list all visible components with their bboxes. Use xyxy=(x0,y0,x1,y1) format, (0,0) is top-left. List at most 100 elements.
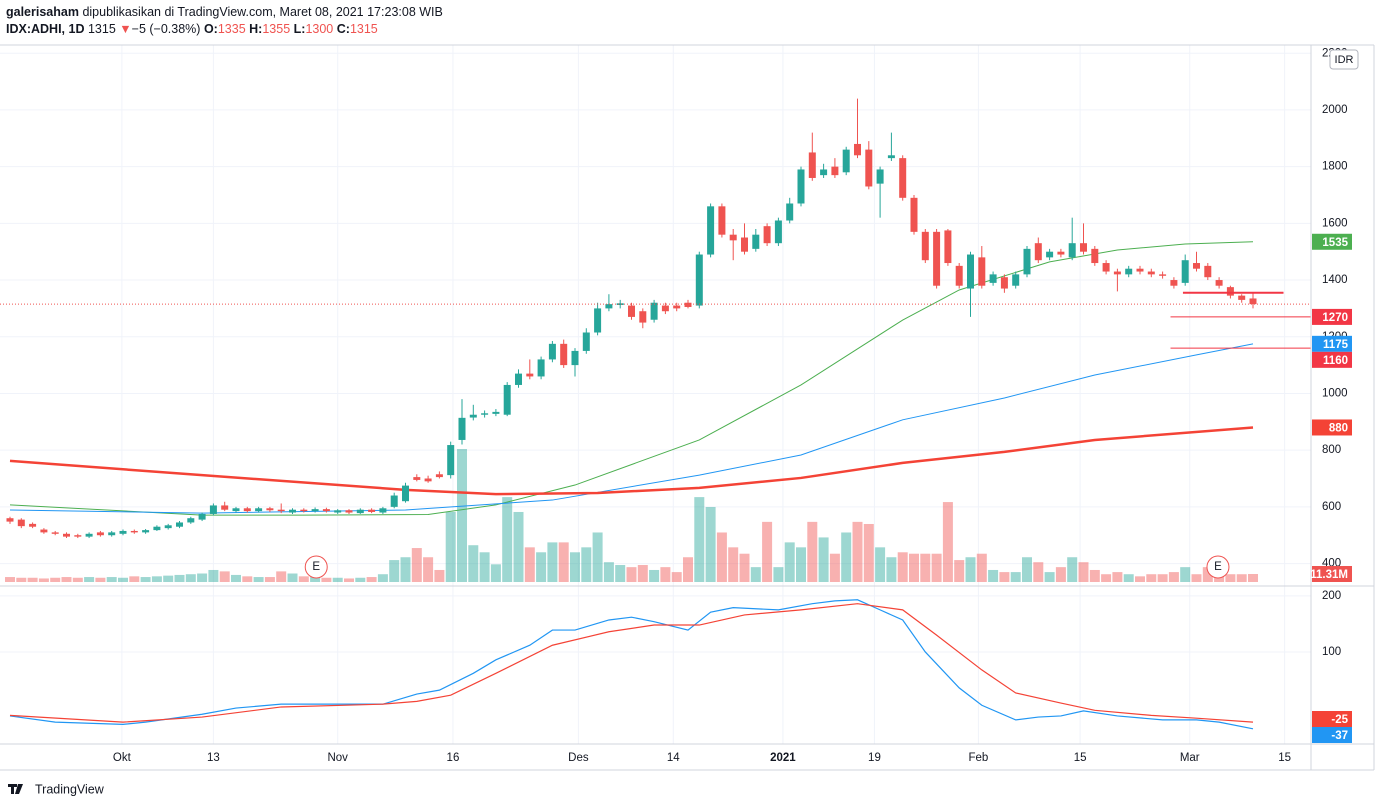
volume-bar xyxy=(219,571,230,582)
price-badge xyxy=(1312,727,1352,743)
volume-bar xyxy=(1157,574,1168,582)
candle-body xyxy=(786,203,794,221)
volume-bar xyxy=(931,553,942,582)
candle-body xyxy=(695,254,703,306)
candle-body xyxy=(322,509,330,512)
candle-body xyxy=(458,417,466,440)
volume-bar xyxy=(479,552,490,582)
volume-bar xyxy=(1033,562,1044,582)
volume-bar xyxy=(287,573,298,582)
candle-body xyxy=(605,304,613,309)
candle-body xyxy=(774,220,782,244)
candle-body xyxy=(153,526,161,531)
volume-badge-text: 11.31M xyxy=(1310,569,1348,581)
candle-body xyxy=(413,477,421,480)
y-tick-label: 600 xyxy=(1322,501,1341,513)
candle-body xyxy=(763,226,771,244)
candle-body xyxy=(1046,251,1054,258)
volume-bar xyxy=(423,557,434,582)
volume-bar xyxy=(400,557,411,582)
volume-bar xyxy=(1123,574,1134,582)
candle-body xyxy=(1249,298,1257,305)
price-badge-text: 1175 xyxy=(1323,339,1349,351)
volume-bar xyxy=(377,574,388,582)
axis: Okt 13 Nov 16 Des 14 2021 19 Feb 15 Mar 15400600800… xyxy=(113,47,1352,764)
volume-bar xyxy=(389,560,400,582)
candle-body xyxy=(639,311,647,323)
volume-bar xyxy=(886,557,897,582)
candle-body xyxy=(266,508,274,511)
volume-bar xyxy=(95,577,106,582)
candle-body xyxy=(955,265,963,286)
volume-bar xyxy=(1010,572,1021,582)
volume-bar xyxy=(106,577,117,582)
x-tick-label: Feb xyxy=(968,752,988,764)
volume-bar xyxy=(954,560,965,582)
x-tick-label: Des xyxy=(568,752,589,764)
candle-body xyxy=(130,530,138,533)
y-tick-label: 200 xyxy=(1322,590,1341,602)
volume-bar xyxy=(445,511,456,582)
volume-bar xyxy=(5,577,15,582)
price-badge-text: -37 xyxy=(1331,730,1348,742)
candle-body xyxy=(1034,243,1042,261)
candle-body xyxy=(1023,248,1031,275)
volume-bar xyxy=(1044,572,1055,582)
volume-bar xyxy=(163,575,174,582)
volume-bar xyxy=(536,552,547,582)
event-marker xyxy=(1206,555,1230,579)
y-tick-label: 100 xyxy=(1322,646,1341,658)
volume-bar xyxy=(897,552,908,582)
volume-bar xyxy=(185,574,196,582)
ohlc-label: C: xyxy=(336,22,350,36)
volume-bar xyxy=(965,557,976,582)
volume-bar xyxy=(298,576,309,582)
candle-body xyxy=(582,332,590,351)
candle-body xyxy=(1091,248,1099,264)
candle-body xyxy=(209,505,217,514)
ohlc-label: O: xyxy=(203,22,218,36)
volume-bar xyxy=(1067,557,1078,582)
candle-body xyxy=(1136,268,1144,272)
candle-body xyxy=(1238,295,1246,300)
volume-bar xyxy=(570,552,580,582)
price-badge-text: 1535 xyxy=(1322,237,1348,249)
ohlc-value: 1355 xyxy=(262,22,291,36)
change-pct: (−0.38%) xyxy=(149,22,201,36)
x-tick-label: Okt xyxy=(113,752,132,764)
candle-body xyxy=(85,533,93,537)
price-badge-text: 1160 xyxy=(1323,355,1348,367)
event-label: E xyxy=(312,561,320,573)
ohlc-value: 1300 xyxy=(305,22,334,36)
candle-body xyxy=(435,474,443,478)
candle-body xyxy=(29,523,37,527)
price-badge xyxy=(1312,233,1352,250)
candle-body xyxy=(300,509,308,512)
volume-bar xyxy=(321,577,332,582)
candle-body xyxy=(51,532,59,534)
volume-bar xyxy=(671,572,682,582)
price-badge xyxy=(1312,308,1352,325)
candle-body xyxy=(74,535,82,537)
volume-bar xyxy=(863,523,874,582)
volume-bar xyxy=(411,548,422,582)
volume-bar xyxy=(61,577,72,582)
oscillator-line xyxy=(9,603,1254,723)
volume-bar xyxy=(332,577,343,582)
moving-average xyxy=(9,343,1254,514)
volume-bar xyxy=(626,567,637,582)
candle-body xyxy=(1102,263,1110,272)
candle-body xyxy=(718,206,726,235)
candle-body xyxy=(108,532,116,536)
x-tick-label: 15 xyxy=(1074,752,1087,764)
volume-bar xyxy=(50,577,61,582)
candle-body xyxy=(1113,271,1121,275)
volume-bar xyxy=(988,569,999,582)
price-badge-text: 1270 xyxy=(1322,312,1348,324)
volume-bar xyxy=(1089,569,1100,582)
candle-body xyxy=(368,509,376,512)
candle-body xyxy=(854,143,861,156)
candle-body xyxy=(673,305,681,309)
candle-body xyxy=(684,302,692,307)
y-tick-label: 800 xyxy=(1322,444,1341,456)
